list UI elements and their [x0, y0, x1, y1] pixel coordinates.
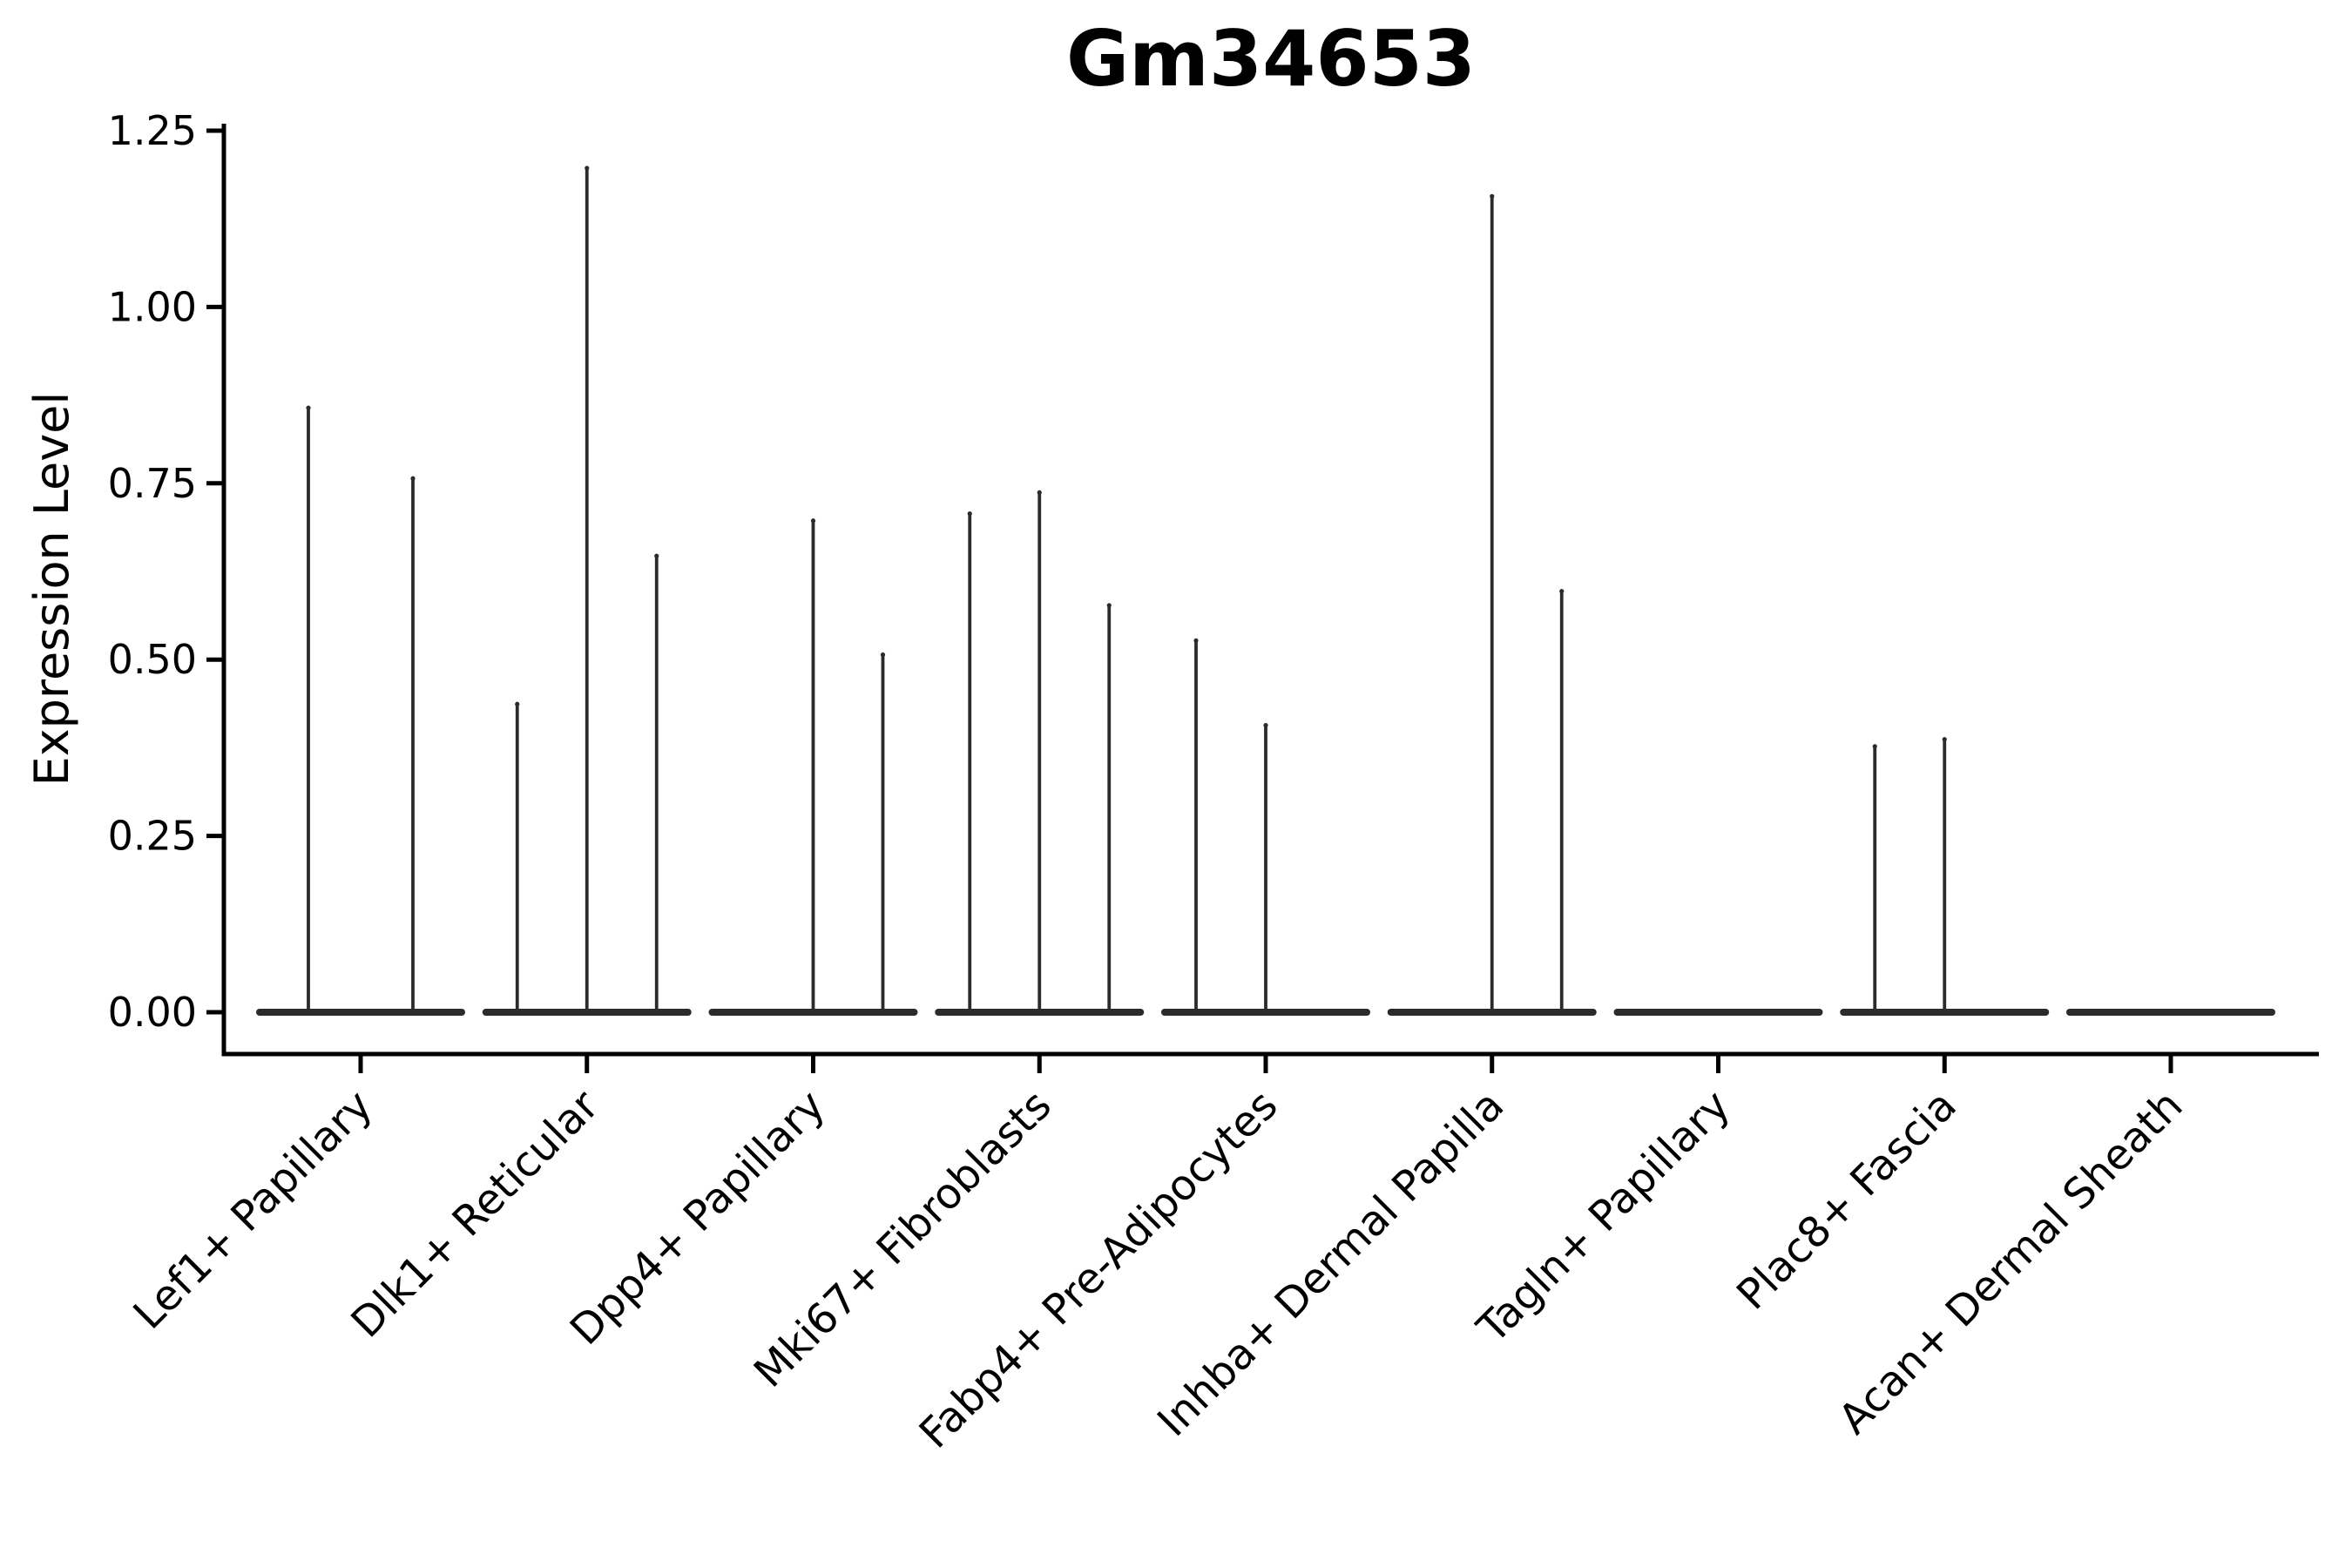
- violin-spike-tip: [515, 701, 520, 706]
- y-tick-label: 1.00: [108, 283, 197, 330]
- violin-spike: [881, 652, 885, 1012]
- violin-spike-tip: [410, 476, 416, 481]
- violin-base: [256, 1009, 465, 1016]
- x-tick-label: Dlk1+ Reticular: [342, 1081, 609, 1348]
- x-tick-label: Tagln+ Papillary: [1468, 1081, 1740, 1353]
- violin-spike-tip: [654, 553, 659, 558]
- x-tick-label: Lef1+ Papillary: [125, 1081, 382, 1339]
- violin-spike: [307, 405, 310, 1012]
- y-tick-label: 0.50: [108, 636, 197, 683]
- y-tick-label: 1.25: [108, 107, 197, 154]
- violin-spike: [968, 511, 972, 1012]
- violin-spike-tip: [1872, 744, 1877, 749]
- violin-spike-tip: [1193, 638, 1199, 644]
- y-axis-label: Expression Level: [24, 392, 79, 787]
- violin-spike: [811, 518, 815, 1012]
- y-tick-label: 0.75: [108, 460, 197, 507]
- violin-layer: [256, 166, 2275, 1016]
- violin-spike-tip: [1559, 589, 1565, 594]
- violin-spike: [515, 701, 519, 1012]
- violin-spike: [411, 476, 415, 1012]
- violin-spike-tip: [1942, 737, 1947, 742]
- violin-spike: [1943, 737, 1947, 1012]
- violin-base: [1613, 1009, 1823, 1016]
- x-tick-label: Plac8+ Fascia: [1727, 1081, 1966, 1320]
- plot-title: Gm34653: [1066, 14, 1476, 104]
- violin-spike-tip: [1490, 193, 1495, 199]
- violin-spike: [1194, 638, 1198, 1012]
- violin-base: [2066, 1009, 2275, 1016]
- y-tick-label: 0.25: [108, 813, 197, 860]
- violin-spike-tip: [810, 518, 816, 524]
- violin-spike-tip: [1106, 603, 1112, 608]
- violin-spike-tip: [880, 652, 886, 658]
- violin-spike: [1490, 193, 1494, 1012]
- violin-spike-tip: [585, 166, 590, 171]
- violin-spike: [1264, 723, 1267, 1012]
- violin-spike: [1107, 603, 1112, 1012]
- y-tick-label: 0.00: [108, 989, 197, 1036]
- violin-spike: [1559, 589, 1564, 1012]
- axes-layer: 0.00 0.25 0.50 0.75 1.00 1.25 Lef1+ PapillaryD…: [108, 107, 2319, 1458]
- x-tick-label: Fabp4+ Pre-Adipocytes: [910, 1081, 1288, 1458]
- violin-spike: [654, 553, 659, 1012]
- violin-spike: [585, 166, 589, 1013]
- violin-spike-tip: [1263, 722, 1268, 728]
- violin-spike-tip: [1037, 490, 1042, 495]
- violin-spike: [1037, 490, 1042, 1012]
- violin-spike: [1873, 744, 1877, 1012]
- violin-spike-tip: [967, 511, 972, 517]
- violin-spike-tip: [306, 405, 311, 410]
